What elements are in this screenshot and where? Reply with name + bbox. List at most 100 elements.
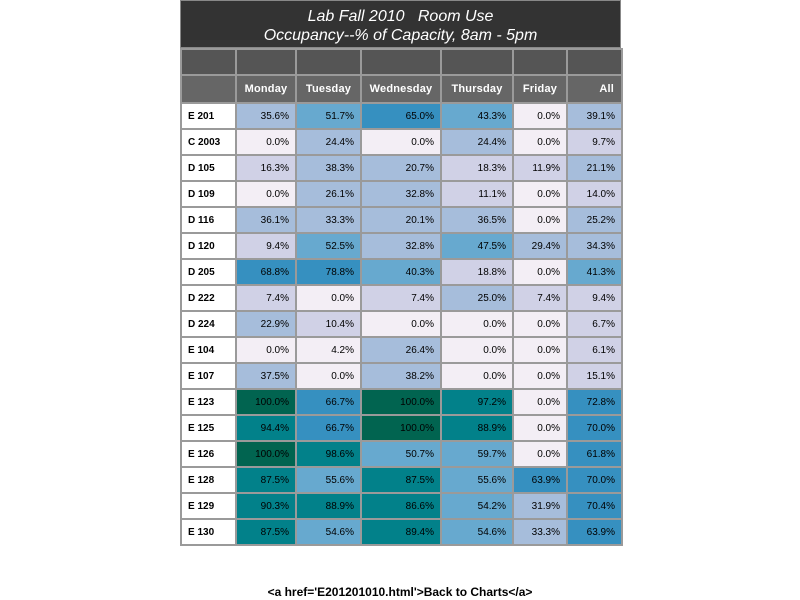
table-row: E 201 35.6% 51.7% 65.0% 43.3% 0.0% 39.1% [180, 102, 623, 130]
table-title: Lab Fall 2010 Room Use Occupancy--% of C… [180, 0, 621, 48]
table-row: E 128 87.5% 55.6% 87.5% 55.6% 63.9% 70.0% [180, 466, 623, 494]
table-row: E 126 100.0% 98.6% 50.7% 59.7% 0.0% 61.8% [180, 440, 623, 468]
column-header-wednesday: Wednesday [360, 74, 442, 104]
value-cell-all: 72.8% [566, 388, 623, 416]
value-cell-wednesday: 50.7% [360, 440, 442, 468]
value-cell-friday: 0.0% [512, 414, 568, 442]
value-cell-tuesday: 66.7% [295, 388, 362, 416]
value-cell-monday: 16.3% [235, 154, 297, 182]
value-cell-monday: 35.6% [235, 102, 297, 130]
value-cell-monday: 90.3% [235, 492, 297, 520]
value-cell-monday: 36.1% [235, 206, 297, 234]
room-label: D 116 [180, 206, 237, 234]
table-row: E 107 37.5% 0.0% 38.2% 0.0% 0.0% 15.1% [180, 362, 623, 390]
value-cell-wednesday: 87.5% [360, 466, 442, 494]
value-cell-wednesday: 65.0% [360, 102, 442, 130]
room-label: E 128 [180, 466, 237, 494]
value-cell-monday: 94.4% [235, 414, 297, 442]
column-header-all: All [566, 74, 623, 104]
value-cell-thursday: 43.3% [440, 102, 514, 130]
value-cell-tuesday: 4.2% [295, 336, 362, 364]
value-cell-thursday: 36.5% [440, 206, 514, 234]
value-cell-all: 6.7% [566, 310, 623, 338]
occupancy-grid: Monday Tuesday Wednesday Thursday Friday All … [180, 48, 623, 546]
value-cell-thursday: 0.0% [440, 310, 514, 338]
value-cell-monday: 22.9% [235, 310, 297, 338]
value-cell-all: 9.7% [566, 128, 623, 156]
value-cell-friday: 31.9% [512, 492, 568, 520]
value-cell-thursday: 24.4% [440, 128, 514, 156]
table-row: C 2003 0.0% 24.4% 0.0% 24.4% 0.0% 9.7% [180, 128, 623, 156]
value-cell-all: 34.3% [566, 232, 623, 260]
value-cell-all: 61.8% [566, 440, 623, 468]
value-cell-friday: 0.0% [512, 102, 568, 130]
value-cell-all: 39.1% [566, 102, 623, 130]
value-cell-all: 6.1% [566, 336, 623, 364]
column-header-tuesday: Tuesday [295, 74, 362, 104]
value-cell-tuesday: 24.4% [295, 128, 362, 156]
value-cell-all: 63.9% [566, 518, 623, 546]
value-cell-monday: 100.0% [235, 388, 297, 416]
table-row: D 105 16.3% 38.3% 20.7% 18.3% 11.9% 21.1% [180, 154, 623, 182]
value-cell-wednesday: 32.8% [360, 232, 442, 260]
back-to-charts-text: <a href='E201201010.html'>Back to Charts… [267, 585, 533, 599]
value-cell-friday: 0.0% [512, 362, 568, 390]
value-cell-all: 70.0% [566, 466, 623, 494]
value-cell-friday: 0.0% [512, 206, 568, 234]
value-cell-thursday: 47.5% [440, 232, 514, 260]
value-cell-monday: 0.0% [235, 336, 297, 364]
value-cell-wednesday: 38.2% [360, 362, 442, 390]
value-cell-wednesday: 86.6% [360, 492, 442, 520]
room-label: E 104 [180, 336, 237, 364]
value-cell-wednesday: 0.0% [360, 310, 442, 338]
table-row: E 125 94.4% 66.7% 100.0% 88.9% 0.0% 70.0% [180, 414, 623, 442]
value-cell-friday: 0.0% [512, 440, 568, 468]
value-cell-all: 41.3% [566, 258, 623, 286]
room-label: D 109 [180, 180, 237, 208]
value-cell-monday: 87.5% [235, 518, 297, 546]
value-cell-wednesday: 26.4% [360, 336, 442, 364]
value-cell-thursday: 88.9% [440, 414, 514, 442]
value-cell-all: 14.0% [566, 180, 623, 208]
value-cell-friday: 0.0% [512, 388, 568, 416]
column-header-row: Monday Tuesday Wednesday Thursday Friday All [180, 74, 623, 104]
room-label: E 123 [180, 388, 237, 416]
value-cell-monday: 37.5% [235, 362, 297, 390]
value-cell-thursday: 18.8% [440, 258, 514, 286]
table-row: D 120 9.4% 52.5% 32.8% 47.5% 29.4% 34.3% [180, 232, 623, 260]
value-cell-tuesday: 98.6% [295, 440, 362, 468]
value-cell-wednesday: 40.3% [360, 258, 442, 286]
value-cell-tuesday: 0.0% [295, 362, 362, 390]
value-cell-wednesday: 32.8% [360, 180, 442, 208]
occupancy-table: Lab Fall 2010 Room Use Occupancy--% of C… [180, 0, 623, 546]
value-cell-all: 70.4% [566, 492, 623, 520]
value-cell-tuesday: 88.9% [295, 492, 362, 520]
value-cell-tuesday: 52.5% [295, 232, 362, 260]
column-header-friday: Friday [512, 74, 568, 104]
value-cell-tuesday: 38.3% [295, 154, 362, 182]
value-cell-friday: 29.4% [512, 232, 568, 260]
room-label: D 222 [180, 284, 237, 312]
value-cell-thursday: 54.6% [440, 518, 514, 546]
value-cell-friday: 0.0% [512, 258, 568, 286]
column-header-monday: Monday [235, 74, 297, 104]
room-label: E 201 [180, 102, 237, 130]
table-row: D 222 7.4% 0.0% 7.4% 25.0% 7.4% 9.4% [180, 284, 623, 312]
value-cell-tuesday: 78.8% [295, 258, 362, 286]
value-cell-thursday: 59.7% [440, 440, 514, 468]
value-cell-thursday: 55.6% [440, 466, 514, 494]
title-line-2: Occupancy--% of Capacity, 8am - 5pm [263, 27, 538, 44]
table-row: E 129 90.3% 88.9% 86.6% 54.2% 31.9% 70.4% [180, 492, 623, 520]
value-cell-all: 21.1% [566, 154, 623, 182]
value-cell-tuesday: 51.7% [295, 102, 362, 130]
value-cell-friday: 0.0% [512, 336, 568, 364]
value-cell-all: 9.4% [566, 284, 623, 312]
room-label: E 130 [180, 518, 237, 546]
value-cell-all: 70.0% [566, 414, 623, 442]
value-cell-thursday: 54.2% [440, 492, 514, 520]
value-cell-all: 25.2% [566, 206, 623, 234]
room-label: D 120 [180, 232, 237, 260]
value-cell-friday: 63.9% [512, 466, 568, 494]
value-cell-tuesday: 54.6% [295, 518, 362, 546]
value-cell-friday: 0.0% [512, 180, 568, 208]
